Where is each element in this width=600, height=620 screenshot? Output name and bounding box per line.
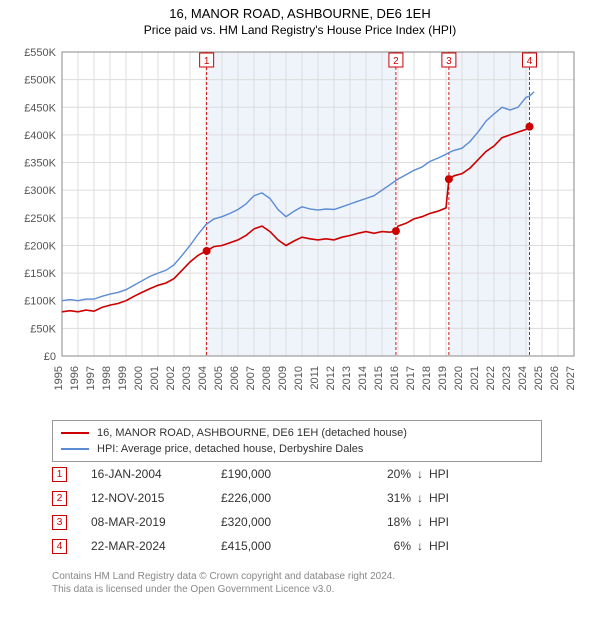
sale-row-date: 12-NOV-2015 [91, 491, 221, 505]
down-arrow-icon: ↓ [411, 539, 429, 553]
sale-row: 1 16-JAN-2004£190,00020%↓HPI [52, 462, 542, 486]
x-axis-label: 2001 [149, 366, 161, 390]
x-axis-label: 2007 [245, 366, 257, 390]
x-axis-label: 2009 [277, 366, 289, 390]
sale-row-hpi-label: HPI [429, 467, 469, 481]
x-axis-label: 2017 [405, 366, 417, 390]
y-axis-label: £450K [24, 102, 56, 114]
sale-marker-number: 1 [204, 56, 210, 67]
sale-row-price: £415,000 [221, 539, 331, 553]
x-axis-label: 2013 [341, 366, 353, 390]
legend-box: 16, MANOR ROAD, ASHBOURNE, DE6 1EH (deta… [52, 420, 542, 462]
sale-point-dot [445, 175, 453, 183]
sale-row-marker: 3 [52, 515, 67, 530]
sale-row-price: £226,000 [221, 491, 331, 505]
footer-line1: Contains HM Land Registry data © Crown c… [52, 570, 552, 583]
x-axis-label: 2014 [357, 366, 369, 390]
x-axis-label: 1999 [117, 366, 129, 390]
x-axis-label: 2025 [533, 366, 545, 390]
shade-band [207, 52, 396, 356]
sale-row-marker: 2 [52, 491, 67, 506]
x-axis-label: 2023 [501, 366, 513, 390]
x-axis-label: 2024 [517, 366, 529, 390]
sale-row-hpi-label: HPI [429, 539, 469, 553]
sale-row-diff: 31% [331, 491, 411, 505]
x-axis-label: 2006 [229, 366, 241, 390]
legend-swatch [61, 432, 89, 434]
sale-row-diff: 18% [331, 515, 411, 529]
down-arrow-icon: ↓ [411, 515, 429, 529]
sale-row: 4 22-MAR-2024£415,0006%↓HPI [52, 534, 542, 558]
x-axis-label: 1997 [85, 366, 97, 390]
x-axis-label: 2002 [165, 366, 177, 390]
y-axis-label: £350K [24, 158, 56, 170]
x-axis-label: 2000 [133, 366, 145, 390]
legend-label: HPI: Average price, detached house, Derb… [97, 443, 363, 455]
shade-band [449, 52, 530, 356]
x-axis-label: 2020 [453, 366, 465, 390]
sale-row: 3 08-MAR-2019£320,00018%↓HPI [52, 510, 542, 534]
x-axis-label: 2015 [373, 366, 385, 390]
x-axis-label: 2005 [213, 366, 225, 390]
x-axis-label: 2010 [293, 366, 305, 390]
chart-title-line1: 16, MANOR ROAD, ASHBOURNE, DE6 1EH [0, 6, 600, 21]
footer-line2: This data is licensed under the Open Gov… [52, 583, 552, 596]
chart-area: £0 £50K £100K £150K £200K £250K £300K £350K £400… [10, 44, 590, 414]
y-axis-label: £250K [24, 213, 56, 225]
legend-label: 16, MANOR ROAD, ASHBOURNE, DE6 1EH (deta… [97, 427, 407, 439]
legend-row: 16, MANOR ROAD, ASHBOURNE, DE6 1EH (deta… [61, 425, 533, 441]
x-axis-label: 2008 [261, 366, 273, 390]
x-axis-label: 1996 [69, 366, 81, 390]
down-arrow-icon: ↓ [411, 467, 429, 481]
x-axis-label: 2003 [181, 366, 193, 390]
y-axis-label: £300K [24, 185, 56, 197]
y-axis-label: £0 [44, 351, 56, 363]
footer-attribution: Contains HM Land Registry data © Crown c… [52, 570, 552, 596]
x-axis-label: 2004 [197, 366, 209, 390]
sale-point-dot [526, 123, 534, 131]
y-axis-label: £150K [24, 268, 56, 280]
y-axis-label: £200K [24, 240, 56, 252]
y-axis-label: £100K [24, 296, 56, 308]
sale-marker-number: 3 [446, 56, 452, 67]
sale-row-hpi-label: HPI [429, 515, 469, 529]
sale-marker-number: 4 [527, 56, 533, 67]
sale-row-diff: 20% [331, 467, 411, 481]
sale-table: 116-JAN-2004£190,00020%↓HPI212-NOV-2015£… [52, 462, 542, 558]
sale-row-diff: 6% [331, 539, 411, 553]
sale-point-dot [203, 247, 211, 255]
x-axis-label: 2026 [549, 366, 561, 390]
x-axis-label: 1995 [53, 366, 65, 390]
sale-row-date: 22-MAR-2024 [91, 539, 221, 553]
x-axis-label: 1998 [101, 366, 113, 390]
y-axis-label: £400K [24, 130, 56, 142]
sale-row-price: £320,000 [221, 515, 331, 529]
chart-title-block: 16, MANOR ROAD, ASHBOURNE, DE6 1EH Price… [0, 0, 600, 41]
y-axis-label: £500K [24, 75, 56, 87]
legend-swatch [61, 448, 89, 450]
x-axis-label: 2021 [469, 366, 481, 390]
sale-row-date: 16-JAN-2004 [91, 467, 221, 481]
x-axis-label: 2016 [389, 366, 401, 390]
sale-point-dot [392, 227, 400, 235]
x-axis-label: 2018 [421, 366, 433, 390]
legend-row: HPI: Average price, detached house, Derb… [61, 441, 533, 457]
sale-row-marker: 1 [52, 467, 67, 482]
x-axis-label: 2011 [309, 366, 321, 390]
sale-row-marker: 4 [52, 539, 67, 554]
sale-row-hpi-label: HPI [429, 491, 469, 505]
sale-row-date: 08-MAR-2019 [91, 515, 221, 529]
y-axis-label: £50K [30, 323, 56, 335]
x-axis-label: 2022 [485, 366, 497, 390]
sale-row: 2 12-NOV-2015£226,00031%↓HPI [52, 486, 542, 510]
down-arrow-icon: ↓ [411, 491, 429, 505]
sale-row-price: £190,000 [221, 467, 331, 481]
x-axis-label: 2012 [325, 366, 337, 390]
y-axis-label: £550K [24, 47, 56, 59]
x-axis-label: 2027 [565, 366, 577, 390]
x-axis-label: 2019 [437, 366, 449, 390]
chart-title-line2: Price paid vs. HM Land Registry's House … [0, 23, 600, 37]
sale-marker-number: 2 [393, 56, 399, 67]
